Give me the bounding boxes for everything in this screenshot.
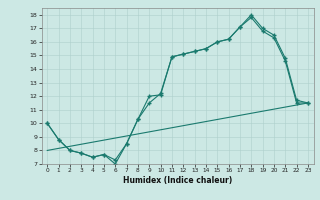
X-axis label: Humidex (Indice chaleur): Humidex (Indice chaleur) <box>123 176 232 185</box>
